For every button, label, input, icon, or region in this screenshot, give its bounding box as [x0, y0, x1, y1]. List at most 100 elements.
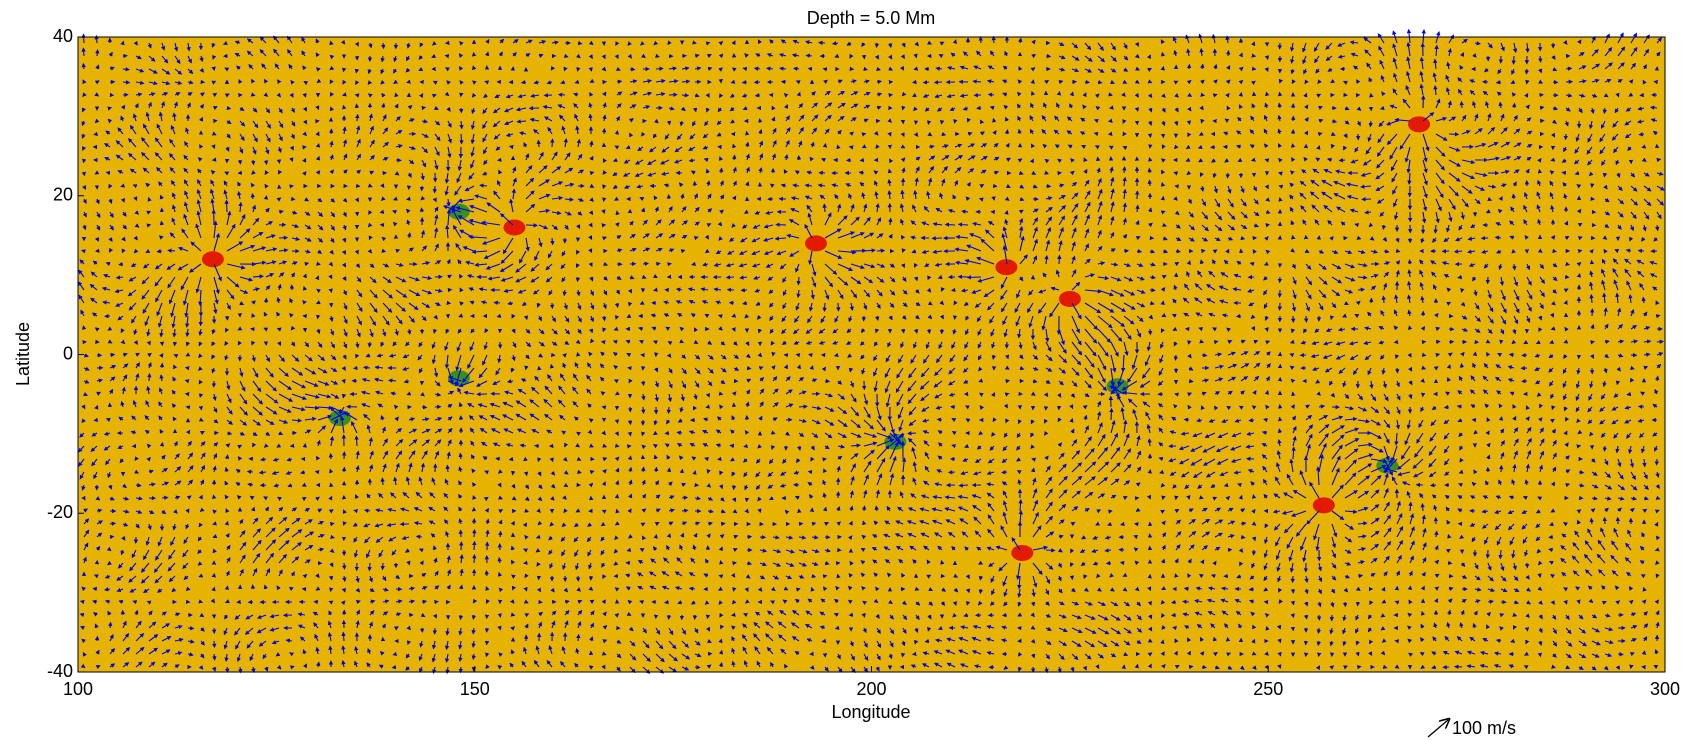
flow-arrow: [1200, 248, 1206, 254]
flow-arrow: [367, 562, 372, 572]
flow-arrow: [1122, 131, 1127, 137]
flow-arrow: [497, 482, 502, 488]
flow-arrow: [161, 495, 169, 500]
flow-arrow: [900, 144, 906, 149]
flow-arrow: [211, 80, 217, 85]
flow-arrow: [822, 203, 827, 213]
flow-arrow: [912, 79, 917, 85]
flow-arrow: [1641, 296, 1646, 304]
flow-arrow: [1655, 300, 1660, 306]
flow-arrow: [1317, 132, 1323, 137]
flow-arrow: [1290, 248, 1295, 253]
flow-arrow: [1368, 297, 1374, 304]
flow-arrow: [1630, 365, 1635, 371]
flow-arrow: [770, 430, 776, 435]
flow-arrow: [122, 67, 130, 72]
flow-arrow: [379, 209, 385, 214]
flow-arrow: [1173, 80, 1179, 85]
flow-arrow: [1251, 508, 1256, 514]
flow-arrow: [1160, 210, 1166, 215]
flow-arrow: [601, 509, 607, 514]
flow-arrow: [1563, 430, 1568, 436]
flow-arrow: [392, 196, 398, 201]
flow-arrow: [602, 170, 607, 175]
flow-arrow: [1134, 107, 1140, 112]
flow-arrow: [849, 560, 854, 566]
flow-arrow: [483, 496, 489, 502]
flow-arrow: [1160, 181, 1166, 187]
flow-arrow: [329, 54, 335, 60]
flow-arrow: [1173, 354, 1179, 361]
flow-arrow: [1213, 340, 1219, 345]
flow-arrow: [958, 483, 969, 488]
flow-arrow: [1161, 144, 1166, 150]
flow-arrow: [805, 53, 813, 58]
flow-arrow: [1212, 560, 1217, 566]
spot: [1058, 290, 1081, 307]
flow-arrow: [106, 546, 112, 552]
flow-arrow: [795, 353, 801, 358]
flow-arrow: [1525, 42, 1530, 54]
flow-arrow: [224, 520, 229, 526]
flow-arrow: [1521, 352, 1528, 358]
flow-arrow: [407, 232, 412, 239]
flow-arrow: [1443, 404, 1450, 410]
flow-arrow: [1252, 248, 1257, 254]
flow-arrow: [120, 183, 126, 188]
flow-arrow: [991, 35, 996, 44]
spot: [201, 251, 224, 268]
flow-arrow: [1459, 362, 1465, 369]
flow-arrow: [1655, 314, 1661, 319]
flow-arrow: [1655, 535, 1661, 541]
flow-arrow: [576, 431, 582, 437]
flow-arrow: [508, 144, 514, 150]
flow-arrow: [681, 93, 690, 98]
flow-arrow: [167, 248, 176, 253]
spot: [1106, 378, 1129, 395]
flow-arrow: [1264, 327, 1269, 332]
flow-arrow: [121, 248, 126, 254]
flow-arrow: [666, 120, 672, 126]
flow-arrow: [185, 508, 190, 514]
flow-arrow: [1070, 158, 1075, 163]
flow-arrow: [328, 302, 334, 308]
flow-arrow: [640, 522, 646, 527]
flow-arrow: [653, 287, 658, 292]
flow-arrow: [562, 495, 567, 500]
flow-arrow: [718, 326, 723, 331]
flow-arrow: [589, 470, 595, 475]
flow-arrow: [353, 508, 359, 514]
flow-arrow: [743, 443, 748, 449]
flow-arrow: [1589, 517, 1594, 525]
flow-arrow: [1263, 417, 1268, 423]
flow-arrow: [381, 92, 386, 98]
flow-arrow: [479, 183, 488, 188]
flow-arrow: [302, 157, 307, 163]
flow-arrow: [1589, 249, 1594, 254]
flow-arrow: [472, 65, 477, 71]
flow-arrow: [1638, 132, 1645, 137]
flow-arrow: [936, 417, 943, 423]
flow-arrow: [676, 430, 683, 436]
flow-arrow: [342, 562, 347, 570]
flow-arrow: [550, 65, 556, 71]
flow-arrow: [1551, 405, 1556, 411]
flow-arrow: [1548, 547, 1554, 553]
flow-arrow: [381, 42, 386, 50]
flow-arrow: [887, 131, 892, 137]
flow-arrow: [992, 117, 997, 123]
flow-arrow: [848, 367, 854, 373]
flow-arrow: [907, 431, 917, 436]
plot-background: [78, 37, 1665, 672]
flow-arrow: [1018, 499, 1023, 512]
flow-arrow: [550, 138, 555, 148]
flow-arrow: [95, 49, 100, 57]
flow-arrow: [602, 327, 607, 333]
flow-arrow: [1057, 158, 1062, 164]
flow-arrow: [458, 313, 464, 318]
flow-arrow: [1537, 496, 1543, 501]
flow-arrow: [588, 235, 593, 241]
flow-arrow: [1069, 91, 1074, 97]
flow-arrow: [406, 560, 411, 566]
flow-arrow: [957, 222, 969, 227]
